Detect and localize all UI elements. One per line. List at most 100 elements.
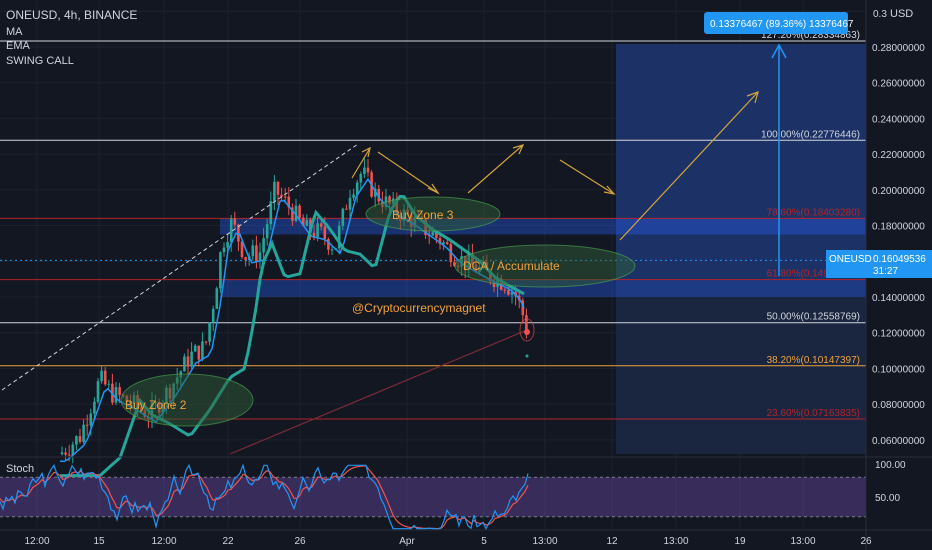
candle-body-70: [312, 232, 316, 237]
current-price-tag: [826, 250, 932, 278]
stoch-pane[interactable]: 100.00 50.00: [0, 456, 932, 531]
time-tick-4: 26: [294, 536, 306, 547]
currency-label[interactable]: USD: [890, 8, 913, 20]
fib-label-5: 38.20%(0.10147397): [767, 355, 860, 366]
candle-body-63: [287, 196, 291, 208]
candle-body-67: [301, 217, 305, 226]
dca-accumulate-label: DCA / Accumulate: [463, 259, 560, 273]
candle-body-91: [388, 196, 391, 204]
projection-arrow-4: [559, 159, 615, 195]
arrowhead-5: [746, 91, 759, 104]
candle-body-104: [435, 232, 438, 239]
last-candle-ellipse: [519, 318, 535, 342]
indicator-ema[interactable]: EMA: [6, 40, 31, 52]
current-price-value: 0.16049536: [873, 254, 926, 265]
candle-body-103: [431, 232, 435, 236]
candle-body-47: [229, 218, 233, 242]
symbol-title[interactable]: ONEUSD, 4h, BINANCE: [6, 8, 137, 22]
fib-label-6: 23.60%(0.07163835): [767, 408, 860, 419]
price-tick-0: 0.3: [873, 9, 887, 20]
arrowhead-1: [361, 146, 371, 158]
candle-body-45: [222, 247, 226, 253]
projection-arrow-5: [619, 91, 759, 241]
candle-body-46: [226, 241, 229, 248]
time-tick-9: 13:00: [663, 536, 688, 547]
candle-body-41: [208, 322, 211, 342]
candle-body-36: [190, 351, 193, 367]
candle-body-2: [67, 454, 71, 456]
projection-arrows[interactable]: [351, 91, 759, 241]
candle-body-61: [280, 194, 283, 197]
time-axis[interactable]: 12:00 15 12:00 22 26 Apr 5 13:00 12 13:00 19 13:00 2…: [0, 529, 932, 547]
candle-body-88: [377, 188, 381, 202]
candle-body-13: [107, 383, 111, 385]
candle-body-85: [366, 167, 370, 173]
support-zone-lower: [220, 279, 866, 297]
price-tick-2: 0.26000000: [872, 79, 925, 90]
target-arrowhead: [771, 43, 787, 59]
candle-body-15: [114, 387, 118, 403]
projection-arrow-1: [351, 147, 371, 179]
candle-body-105: [438, 238, 442, 244]
candle-body-59: [273, 181, 276, 202]
candle-body-65: [294, 205, 298, 221]
candle-body-44: [219, 252, 222, 289]
candle-body-9: [93, 401, 96, 414]
buy-signal-dot: [525, 354, 529, 358]
candle-body-37: [193, 345, 197, 352]
measure-text: 0.13376467 (89.36%) 13376467: [710, 19, 854, 30]
buy-zone-3-ellipse[interactable]: [365, 196, 501, 232]
price-tick-10: 0.10000000: [872, 364, 925, 375]
arrowhead-4: [603, 185, 616, 195]
candle-body-71: [316, 223, 319, 237]
author-label: @Cryptocurrencymagnet: [352, 301, 486, 315]
price-tick-8: 0.14000000: [872, 293, 925, 304]
candle-body-55: [258, 252, 262, 262]
fib-label-0: 127.20%(0.28334863): [761, 30, 860, 41]
measure-zone: [616, 44, 866, 280]
candle-body-16: [118, 387, 121, 395]
projection-arrow-3: [467, 144, 524, 194]
stoch-title[interactable]: Stoch: [6, 463, 34, 475]
current-price-symbol: ONEUSD: [829, 254, 872, 265]
time-tick-2: 12:00: [151, 536, 176, 547]
candle-body-77: [337, 225, 341, 249]
candle-body-81: [352, 194, 355, 198]
candle-body-12: [103, 370, 107, 385]
candle-body-106: [442, 242, 445, 244]
dca-zone-ellipse[interactable]: [454, 244, 636, 288]
price-tick-12: 0.06000000: [872, 436, 925, 447]
candle-body-50: [240, 241, 244, 258]
candle-body-125: [510, 292, 514, 295]
zones-layer: [0, 44, 866, 454]
fib-label-1: 100.00%(0.22776446): [761, 129, 860, 140]
candle-body-60: [276, 181, 280, 195]
candle-body-120: [492, 281, 496, 287]
indicator-swing-call[interactable]: SWING CALL: [6, 55, 74, 67]
indicator-ma[interactable]: MA: [6, 26, 23, 38]
candle-body-1: [64, 452, 67, 455]
measure-badge[interactable]: [704, 12, 848, 34]
candle-body-83: [359, 173, 363, 183]
candle-body-129: [525, 315, 528, 334]
candle-body-75: [330, 249, 334, 251]
candle-body-3: [71, 444, 75, 455]
candle-body-124: [507, 290, 510, 295]
candle-body-62: [283, 196, 287, 198]
price-tick-4: 0.22000000: [872, 150, 925, 161]
buy-zone-2-label: Buy Zone 2: [125, 398, 187, 412]
candle-body-34: [183, 356, 186, 372]
price-tick-1: 0.28000000: [872, 43, 925, 54]
candle-body-128: [521, 300, 525, 316]
arrowhead-3: [512, 144, 525, 155]
buy-zone-2-ellipse[interactable]: [120, 373, 254, 427]
time-tick-0: 12:00: [24, 536, 49, 547]
dashed-trendline[interactable]: [1, 143, 359, 391]
candle-body-8: [89, 413, 93, 426]
candle-body-4: [75, 436, 78, 445]
projection-area: [616, 44, 866, 454]
candle-body-66: [298, 205, 301, 218]
candle-body-107: [445, 242, 449, 245]
candle-body-73: [323, 226, 327, 240]
